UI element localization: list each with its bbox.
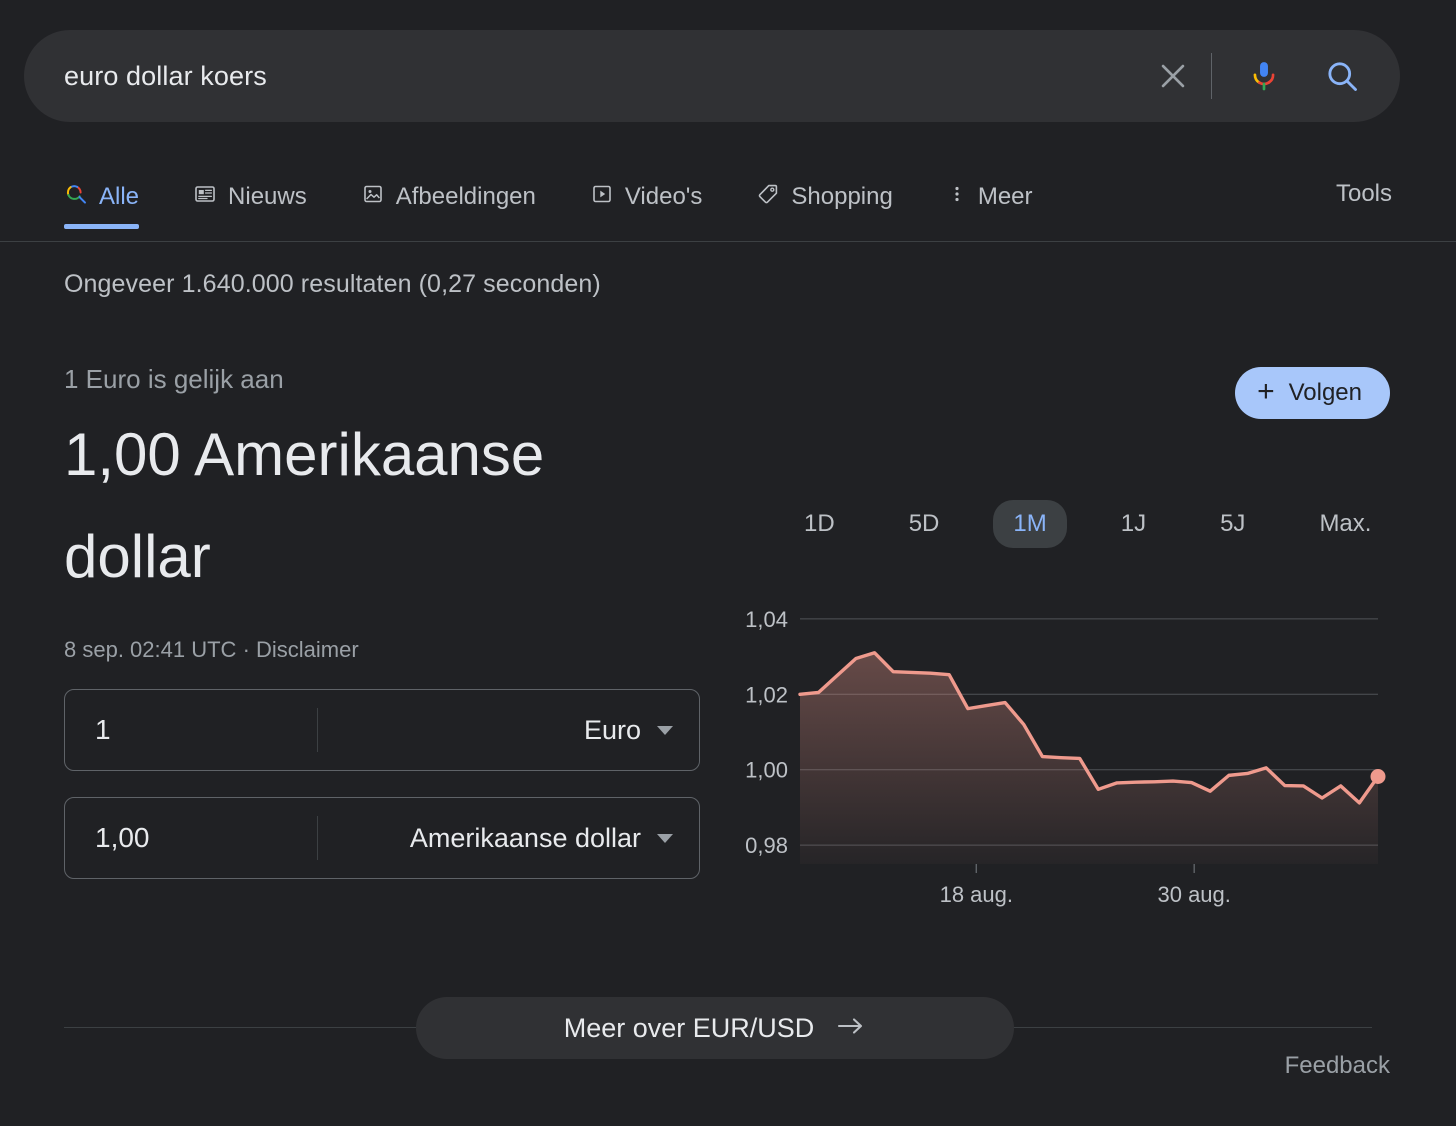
- tab-label: Meer: [977, 183, 1033, 210]
- tab-label: Nieuws: [228, 183, 307, 210]
- search-nav: Alle Nieuws: [0, 166, 1456, 242]
- converter-from-field[interactable]: Euro: [64, 689, 700, 771]
- converter-from-currency-select[interactable]: Euro: [584, 715, 699, 746]
- tab-label: Video's: [624, 183, 703, 210]
- tab-active-underline: [64, 224, 140, 229]
- tab-nieuws[interactable]: Nieuws: [193, 166, 307, 228]
- more-about-button[interactable]: Meer over EUR/USD: [416, 997, 1014, 1059]
- chart-range-selector: 1D 5D 1M 1J 5J Max.: [784, 500, 1388, 548]
- results-count: Ongeveer 1.640.000 resultaten (0,27 seco…: [64, 270, 601, 298]
- tab-label: Shopping: [791, 183, 893, 210]
- svg-text:1,00: 1,00: [745, 758, 788, 783]
- tab-videos[interactable]: Video's: [590, 166, 703, 228]
- search-input[interactable]: [24, 60, 1151, 92]
- disclaimer-link[interactable]: Disclaimer: [256, 637, 359, 662]
- arrow-right-icon: [836, 1013, 866, 1044]
- follow-label: Volgen: [1288, 379, 1362, 406]
- microphone-icon[interactable]: [1242, 54, 1286, 98]
- field-divider: [317, 708, 318, 752]
- search-bar[interactable]: [24, 30, 1400, 122]
- tab-alle[interactable]: Alle: [64, 166, 140, 229]
- range-5d[interactable]: 5D: [908, 510, 940, 537]
- range-5j[interactable]: 5J: [1220, 510, 1246, 537]
- converter-from-amount[interactable]: [65, 714, 295, 746]
- google-search-icon: [64, 182, 88, 213]
- search-divider: [1211, 53, 1212, 99]
- conversion-subtitle: 1 Euro is gelijk aan: [64, 364, 284, 394]
- converter-to-field[interactable]: Amerikaanse dollar: [64, 797, 700, 879]
- tab-shopping[interactable]: Shopping: [756, 166, 893, 228]
- search-actions: [1151, 53, 1400, 99]
- converter-from-currency-label: Euro: [583, 714, 641, 745]
- svg-text:18 aug.: 18 aug.: [940, 882, 1013, 907]
- chevron-down-icon: [657, 833, 673, 843]
- tab-afbeeldingen[interactable]: Afbeeldingen: [361, 166, 536, 228]
- timestamp-separator: ·: [242, 637, 250, 662]
- svg-text:30 aug.: 30 aug.: [1157, 882, 1230, 907]
- chart-plot-area[interactable]: 0,98 1,00 1,02 1,04 18 aug. 30 aug.: [728, 574, 1388, 924]
- converter-to-amount[interactable]: [65, 822, 295, 854]
- conversion-value-line2: dollar: [64, 523, 211, 590]
- range-1d[interactable]: 1D: [804, 510, 835, 537]
- svg-text:0,98: 0,98: [745, 833, 788, 858]
- search-icon[interactable]: [1320, 54, 1364, 98]
- range-1m[interactable]: 1M: [993, 500, 1067, 548]
- conversion-summary: 1 Euro is gelijk aan 1,00 Amerikaanse do…: [64, 350, 724, 879]
- field-divider: [317, 816, 318, 860]
- exchange-rate-chart: 1D 5D 1M 1J 5J Max. 0,98 1,00 1,02 1,04 18 a…: [728, 500, 1388, 924]
- conversion-value: 1,00 Amerikaanse dollar: [64, 425, 684, 587]
- svg-text:1,02: 1,02: [745, 682, 788, 707]
- tab-label: Afbeeldingen: [395, 183, 536, 210]
- timestamp: 8 sep. 02:41 UTC: [64, 637, 237, 662]
- close-icon[interactable]: [1151, 54, 1195, 98]
- more-about-label: Meer over EUR/USD: [563, 1012, 815, 1043]
- conversion-value-line1: 1,00 Amerikaanse: [64, 421, 545, 488]
- dots-vertical-icon: [947, 182, 967, 213]
- converter-to-currency-select[interactable]: Amerikaanse dollar: [410, 823, 699, 854]
- range-max[interactable]: Max.: [1319, 510, 1372, 537]
- feedback-link[interactable]: Feedback: [1284, 1052, 1390, 1079]
- converter-to-currency-label: Amerikaanse dollar: [409, 822, 641, 853]
- tab-meer[interactable]: Meer: [947, 166, 1033, 228]
- newspaper-icon: [193, 182, 217, 213]
- image-icon: [361, 182, 385, 213]
- chevron-down-icon: [657, 725, 673, 735]
- timestamp-row: 8 sep. 02:41 UTC · Disclaimer: [64, 637, 724, 663]
- tab-label: Alle: [99, 183, 140, 210]
- nav-tabs: Alle Nieuws: [64, 166, 1087, 229]
- tools-button[interactable]: Tools: [1335, 180, 1392, 207]
- plus-icon: +: [1257, 375, 1275, 408]
- svg-text:1,04: 1,04: [745, 607, 788, 632]
- video-icon: [590, 182, 614, 213]
- follow-button[interactable]: + Volgen: [1235, 367, 1390, 419]
- chart-svg: 0,98 1,00 1,02 1,04 18 aug. 30 aug.: [745, 607, 1386, 907]
- range-1j[interactable]: 1J: [1120, 510, 1147, 537]
- tag-icon: [756, 182, 780, 213]
